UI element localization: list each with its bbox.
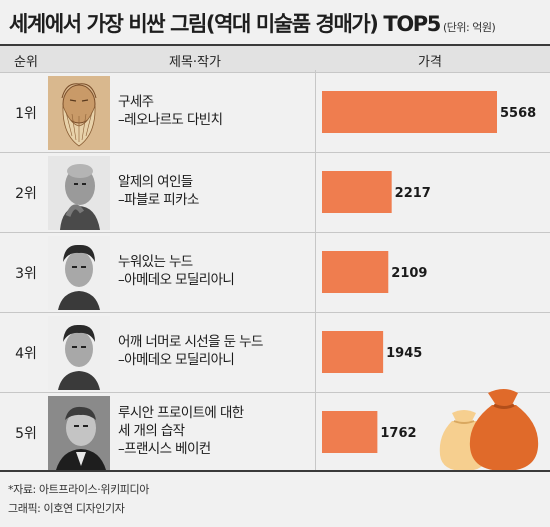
picasso-portrait-icon — [48, 156, 110, 230]
work-title: 루시안 프로이트에 대한 세 개의 습작 –프랜시스 베이컨 — [118, 404, 308, 458]
work-title: 누워있는 누드 –아메데오 모딜리아니 — [118, 253, 308, 289]
bacon-portrait-icon — [48, 396, 110, 470]
column-divider — [315, 70, 316, 470]
table-row: 4위 어깨 너머로 시선을 둔 누드 –아메데오 모딜리아니 — [0, 312, 550, 393]
rank-label: 5위 — [15, 426, 37, 442]
rank-label: 1위 — [15, 106, 37, 122]
leonardo-portrait-icon — [48, 76, 110, 150]
rank-label: 4위 — [15, 346, 37, 362]
modigliani-portrait-icon — [48, 316, 110, 390]
table-row: 2위 알제의 여인들 –파블로 피카소 — [0, 152, 550, 233]
work-line: 구세주 — [118, 94, 154, 110]
work-line: 루시안 프로이트에 대한 — [118, 405, 244, 421]
work-line: 세 개의 습작 — [118, 423, 185, 439]
work-artist: –프랜시스 베이컨 — [118, 441, 211, 457]
chart-title: 세계에서 가장 비싼 그림(역대 미술품 경매가) TOP5 — [9, 12, 441, 36]
footer: *자료: 아트프라이스·위키피디아 그래픽: 이호연 디자인기자 — [0, 470, 550, 527]
table-row: 1위 구세주 –레오나르도 다빈치 — [0, 72, 550, 153]
work-title: 구세주 –레오나르도 다빈치 — [118, 93, 308, 129]
header-price: 가격 — [418, 55, 442, 70]
work-artist: –파블로 피카소 — [118, 192, 199, 208]
rank-label: 2위 — [15, 186, 37, 202]
money-bag-icon — [439, 389, 539, 471]
table-row: 5위 루시안 프로이트에 대한 세 개의 습작 –프랜시스 베이컨 — [0, 392, 550, 473]
unit-label: (단위: 억원) — [443, 21, 496, 34]
header-rank: 순위 — [14, 55, 38, 70]
graphic-credit: 그래픽: 이호연 디자인기자 — [8, 502, 125, 515]
rank-label: 3위 — [15, 266, 37, 282]
work-title: 알제의 여인들 –파블로 피카소 — [118, 173, 308, 209]
header-work: 제목·작가 — [169, 55, 221, 70]
table-row: 3위 누워있는 누드 –아메데오 모딜리아니 — [0, 232, 550, 313]
source-note: *자료: 아트프라이스·위키피디아 — [8, 483, 149, 496]
chart-title-block: 세계에서 가장 비싼 그림(역대 미술품 경매가) TOP5 (단위: 억원) — [9, 8, 549, 42]
work-artist: –레오나르도 다빈치 — [118, 112, 223, 128]
table-header: 순위 제목·작가 가격 — [0, 44, 550, 72]
work-line: 알제의 여인들 — [118, 174, 193, 190]
work-artist: –아메데오 모딜리아니 — [118, 352, 235, 368]
work-title: 어깨 너머로 시선을 둔 누드 –아메데오 모딜리아니 — [118, 333, 308, 369]
work-artist: –아메데오 모딜리아니 — [118, 272, 235, 288]
work-line: 어깨 너머로 시선을 둔 누드 — [118, 334, 263, 350]
work-line: 누워있는 누드 — [118, 254, 193, 270]
modigliani-portrait-icon — [48, 236, 110, 310]
